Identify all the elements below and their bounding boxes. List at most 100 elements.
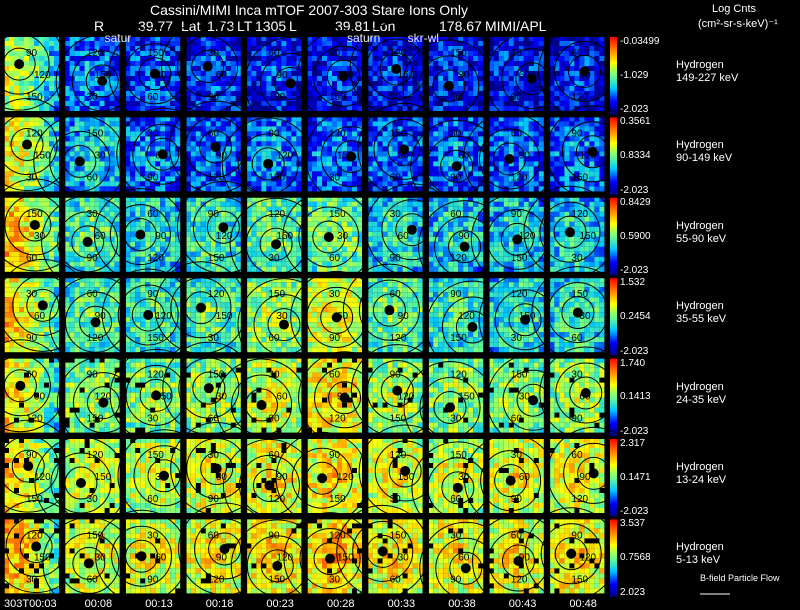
heatmap-cell	[438, 76, 443, 81]
heatmap-cell	[291, 186, 296, 191]
heatmap-cell	[599, 146, 604, 151]
heatmap-cell	[90, 86, 95, 91]
contour-label: 150	[571, 172, 588, 183]
heatmap-cell	[433, 101, 438, 106]
contour-label: 150	[26, 209, 43, 220]
heatmap-cell	[433, 262, 438, 267]
heatmap-cell	[206, 106, 211, 111]
heatmap-cell	[256, 71, 261, 76]
heatmap-cell	[9, 222, 14, 227]
heatmap-cell	[130, 131, 135, 136]
heatmap-cell	[378, 202, 383, 207]
heatmap-cell	[291, 136, 296, 141]
heatmap-cell	[29, 166, 34, 171]
contour-label: 30	[208, 48, 220, 59]
heatmap-cell	[559, 121, 564, 126]
heatmap-cell	[251, 257, 256, 262]
heatmap-cell	[165, 56, 170, 61]
heatmap-cell	[155, 186, 160, 191]
heatmap-cell	[9, 247, 14, 252]
heatmap-cell	[554, 46, 559, 51]
heatmap-cell	[347, 141, 352, 146]
heatmap-cell	[54, 161, 59, 166]
heatmap-cell	[468, 56, 473, 61]
heatmap-cell	[564, 146, 569, 151]
heatmap-cell	[443, 91, 448, 96]
heatmap-cell	[14, 166, 19, 171]
heatmap-cell	[49, 41, 54, 46]
heatmap-cell	[291, 252, 296, 257]
contour-label: 30	[390, 209, 402, 220]
heatmap-cell	[165, 186, 170, 191]
heatmap-cell	[140, 222, 145, 227]
heatmap-cell	[286, 202, 291, 207]
heatmap-cell	[443, 76, 448, 81]
heatmap-cell	[534, 56, 539, 61]
heatmap-cell	[211, 186, 216, 191]
contour-label: 120	[276, 150, 293, 161]
heatmap-cell	[378, 176, 383, 181]
heatmap-cell	[70, 181, 75, 186]
heatmap-cell	[463, 186, 468, 191]
heatmap-cell	[357, 61, 362, 66]
heatmap-cell	[236, 46, 241, 51]
heatmap-cell	[211, 267, 216, 272]
heatmap-cell	[529, 101, 534, 106]
heatmap-cell	[80, 217, 85, 222]
heatmap-cell	[266, 247, 271, 252]
heatmap-cell	[150, 61, 155, 66]
heatmap-cell	[509, 66, 514, 71]
heatmap-cell	[327, 227, 332, 232]
heatmap-cell	[196, 232, 201, 237]
heatmap-cell	[145, 242, 150, 247]
heatmap-cell	[494, 96, 499, 101]
heatmap-cell	[266, 106, 271, 111]
heatmap-cell	[433, 51, 438, 56]
heatmap-cell	[70, 151, 75, 156]
heatmap-cell	[14, 207, 19, 212]
heatmap-cell	[19, 136, 24, 141]
heatmap-cell	[383, 257, 388, 262]
heatmap-cell	[85, 121, 90, 126]
heatmap-cell	[509, 106, 514, 111]
heatmap-cell	[312, 257, 317, 262]
contour-label: 30	[450, 128, 462, 139]
heatmap-cell	[499, 161, 504, 166]
heatmap-cell	[70, 176, 75, 181]
heatmap-cell	[54, 212, 59, 217]
heatmap-cell	[286, 161, 291, 166]
heatmap-cell	[584, 46, 589, 51]
heatmap-cell	[201, 232, 206, 237]
heatmap-cell	[14, 217, 19, 222]
heatmap-cell	[145, 121, 150, 126]
heatmap-cell	[408, 141, 413, 146]
heatmap-cell	[539, 166, 544, 171]
heatmap-cell	[347, 176, 352, 181]
heatmap-cell	[317, 136, 322, 141]
heatmap-cell	[433, 81, 438, 86]
heatmap-cell	[393, 166, 398, 171]
heatmap-cell	[383, 227, 388, 232]
heatmap-cell	[261, 136, 266, 141]
heatmap-cell	[14, 71, 19, 76]
heatmap-cell	[211, 202, 216, 207]
heatmap-cell	[564, 126, 569, 131]
heatmap-cell	[468, 126, 473, 131]
heatmap-cell	[529, 86, 534, 91]
heatmap-cell	[231, 126, 236, 131]
heatmap-cell	[296, 181, 301, 186]
heatmap-cell	[373, 146, 378, 151]
heatmap-cell	[373, 176, 378, 181]
heatmap-cell	[9, 81, 14, 86]
heatmap-cell	[85, 232, 90, 237]
heatmap-cell	[170, 51, 175, 56]
heatmap-cell	[251, 146, 256, 151]
heatmap-cell	[524, 101, 529, 106]
heatmap-cell	[378, 136, 383, 141]
heatmap-cell	[534, 186, 539, 191]
heatmap-cell	[29, 121, 34, 126]
heatmap-cell	[256, 232, 261, 237]
heatmap-cell	[196, 247, 201, 252]
heatmap-cell	[296, 212, 301, 217]
heatmap-cell	[54, 186, 59, 191]
